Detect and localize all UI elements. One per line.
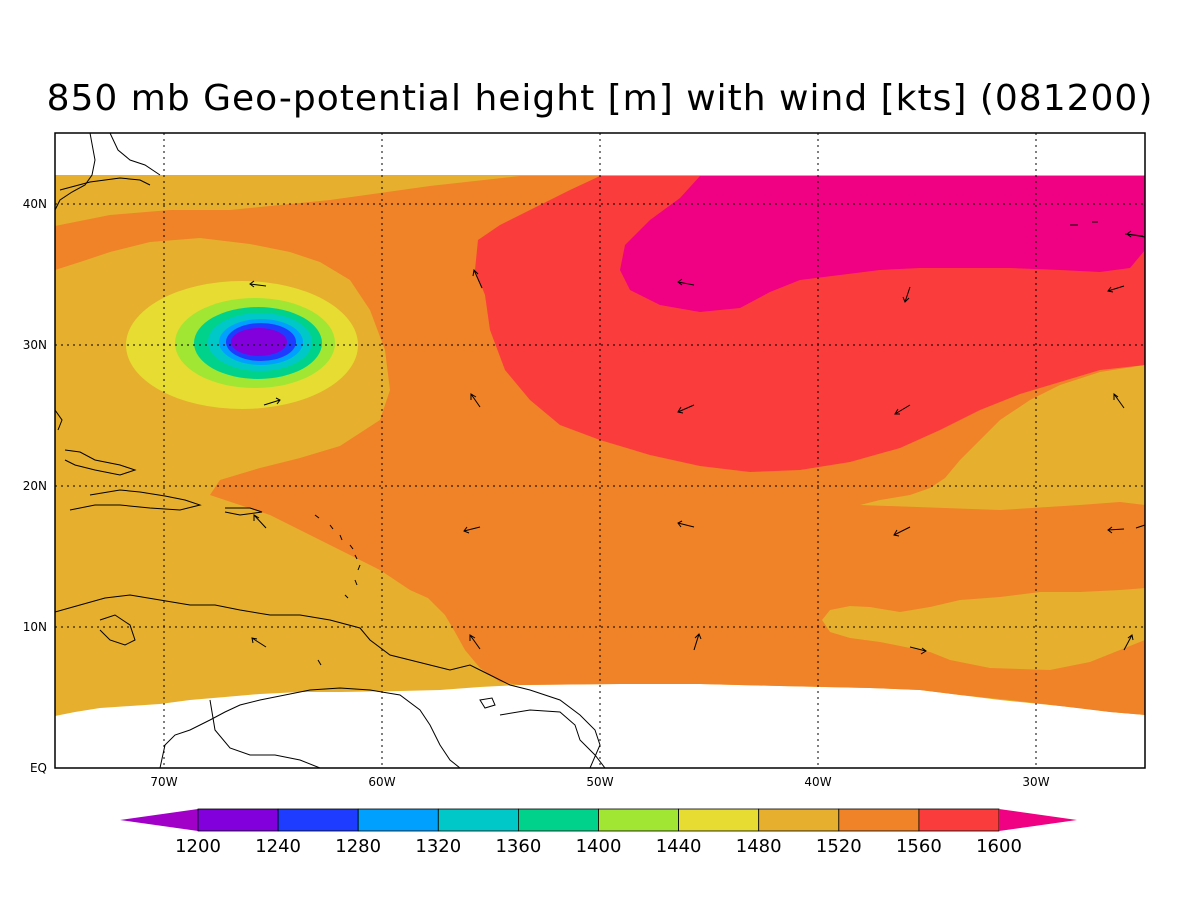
- lon-tick-labels: 70W 60W 50W 40W 30W: [150, 775, 1049, 789]
- wind-arrow: [469, 634, 481, 650]
- colorbar-max-arrow: [999, 809, 1077, 831]
- colorbar-level-label: 1520: [816, 836, 862, 857]
- wind-arrow: [902, 286, 911, 303]
- wind-arrow: [1113, 393, 1125, 409]
- colorbar-cell: [758, 808, 840, 832]
- colorbar-cell: [277, 808, 359, 832]
- colorbar-level-label: 1600: [976, 836, 1022, 857]
- colorbar-cell: [437, 808, 519, 832]
- lon-tick-label: 70W: [150, 775, 177, 789]
- wind-arrow: [894, 404, 911, 415]
- lon-tick-label: 50W: [586, 775, 613, 789]
- colorbar-cells: [120, 808, 1077, 832]
- map-title: 850 mb Geo-potential height [m] with win…: [46, 78, 1154, 119]
- lon-tick-label: 30W: [1022, 775, 1049, 789]
- wind-arrow: [263, 397, 281, 406]
- contour-1240-center: [231, 328, 287, 356]
- colorbar-level-label: 1200: [175, 836, 221, 857]
- colorbar-level-label: 1320: [415, 836, 461, 857]
- colorbar-cell: [838, 808, 920, 832]
- wind-arrow: [1135, 524, 1145, 529]
- colorbar-cell: [518, 808, 599, 832]
- wind-arrow: [693, 633, 702, 651]
- colorbar-level-label: 1360: [495, 836, 541, 857]
- wind-arrow: [253, 514, 267, 529]
- lon-tick-label: 40W: [804, 775, 831, 789]
- colorbar-level-label: 1240: [255, 836, 301, 857]
- colorbar-level-label: 1480: [736, 836, 782, 857]
- lat-tick-label: 30N: [23, 338, 47, 352]
- lat-tick-label: 40N: [23, 197, 47, 211]
- wind-vectors: [249, 230, 1145, 655]
- lat-tick-label: 20N: [23, 479, 47, 493]
- plot-frame: [54, 132, 1146, 769]
- wind-arrow: [677, 278, 695, 286]
- wind-arrow: [893, 526, 911, 537]
- colorbar-cell: [197, 808, 279, 832]
- colorbar-cell: [598, 808, 679, 832]
- colorbar-level-label: 1280: [335, 836, 381, 857]
- colorbar-cell: [678, 808, 760, 832]
- graticule: [55, 133, 1145, 768]
- wind-arrow: [463, 526, 481, 534]
- lat-tick-label: 10N: [23, 620, 47, 634]
- wind-arrow: [677, 404, 695, 414]
- wind-arrow: [1107, 526, 1125, 534]
- wind-arrow: [1126, 230, 1145, 238]
- lat-tick-labels: EQ 10N 20N 30N 40N: [23, 197, 47, 775]
- wind-arrow: [249, 280, 267, 288]
- colorbar-level-label: 1560: [896, 836, 942, 857]
- wind-arrow: [472, 268, 483, 289]
- wind-arrow: [470, 393, 481, 408]
- lon-tick-label: 60W: [368, 775, 395, 789]
- colorbar-cell: [918, 808, 1000, 832]
- colorbar-level-label: 1440: [656, 836, 702, 857]
- colorbar-level-label: 1400: [576, 836, 622, 857]
- colorbar-labels: 1200 1240 1280 1320 1360 1400 1440 1480 1520 1560…: [175, 836, 1022, 857]
- coastlines: [55, 133, 606, 768]
- colorbar-min-arrow: [120, 809, 198, 831]
- wind-arrow: [1123, 634, 1134, 651]
- colorbar-cell: [357, 808, 439, 832]
- height-field: [55, 133, 1145, 768]
- lat-tick-label: EQ: [30, 761, 47, 775]
- wind-arrow: [909, 646, 927, 655]
- contour-1640-region: [620, 176, 1145, 312]
- wind-arrow: [677, 520, 695, 528]
- wind-arrow: [251, 637, 267, 648]
- wind-arrow: [1107, 285, 1125, 293]
